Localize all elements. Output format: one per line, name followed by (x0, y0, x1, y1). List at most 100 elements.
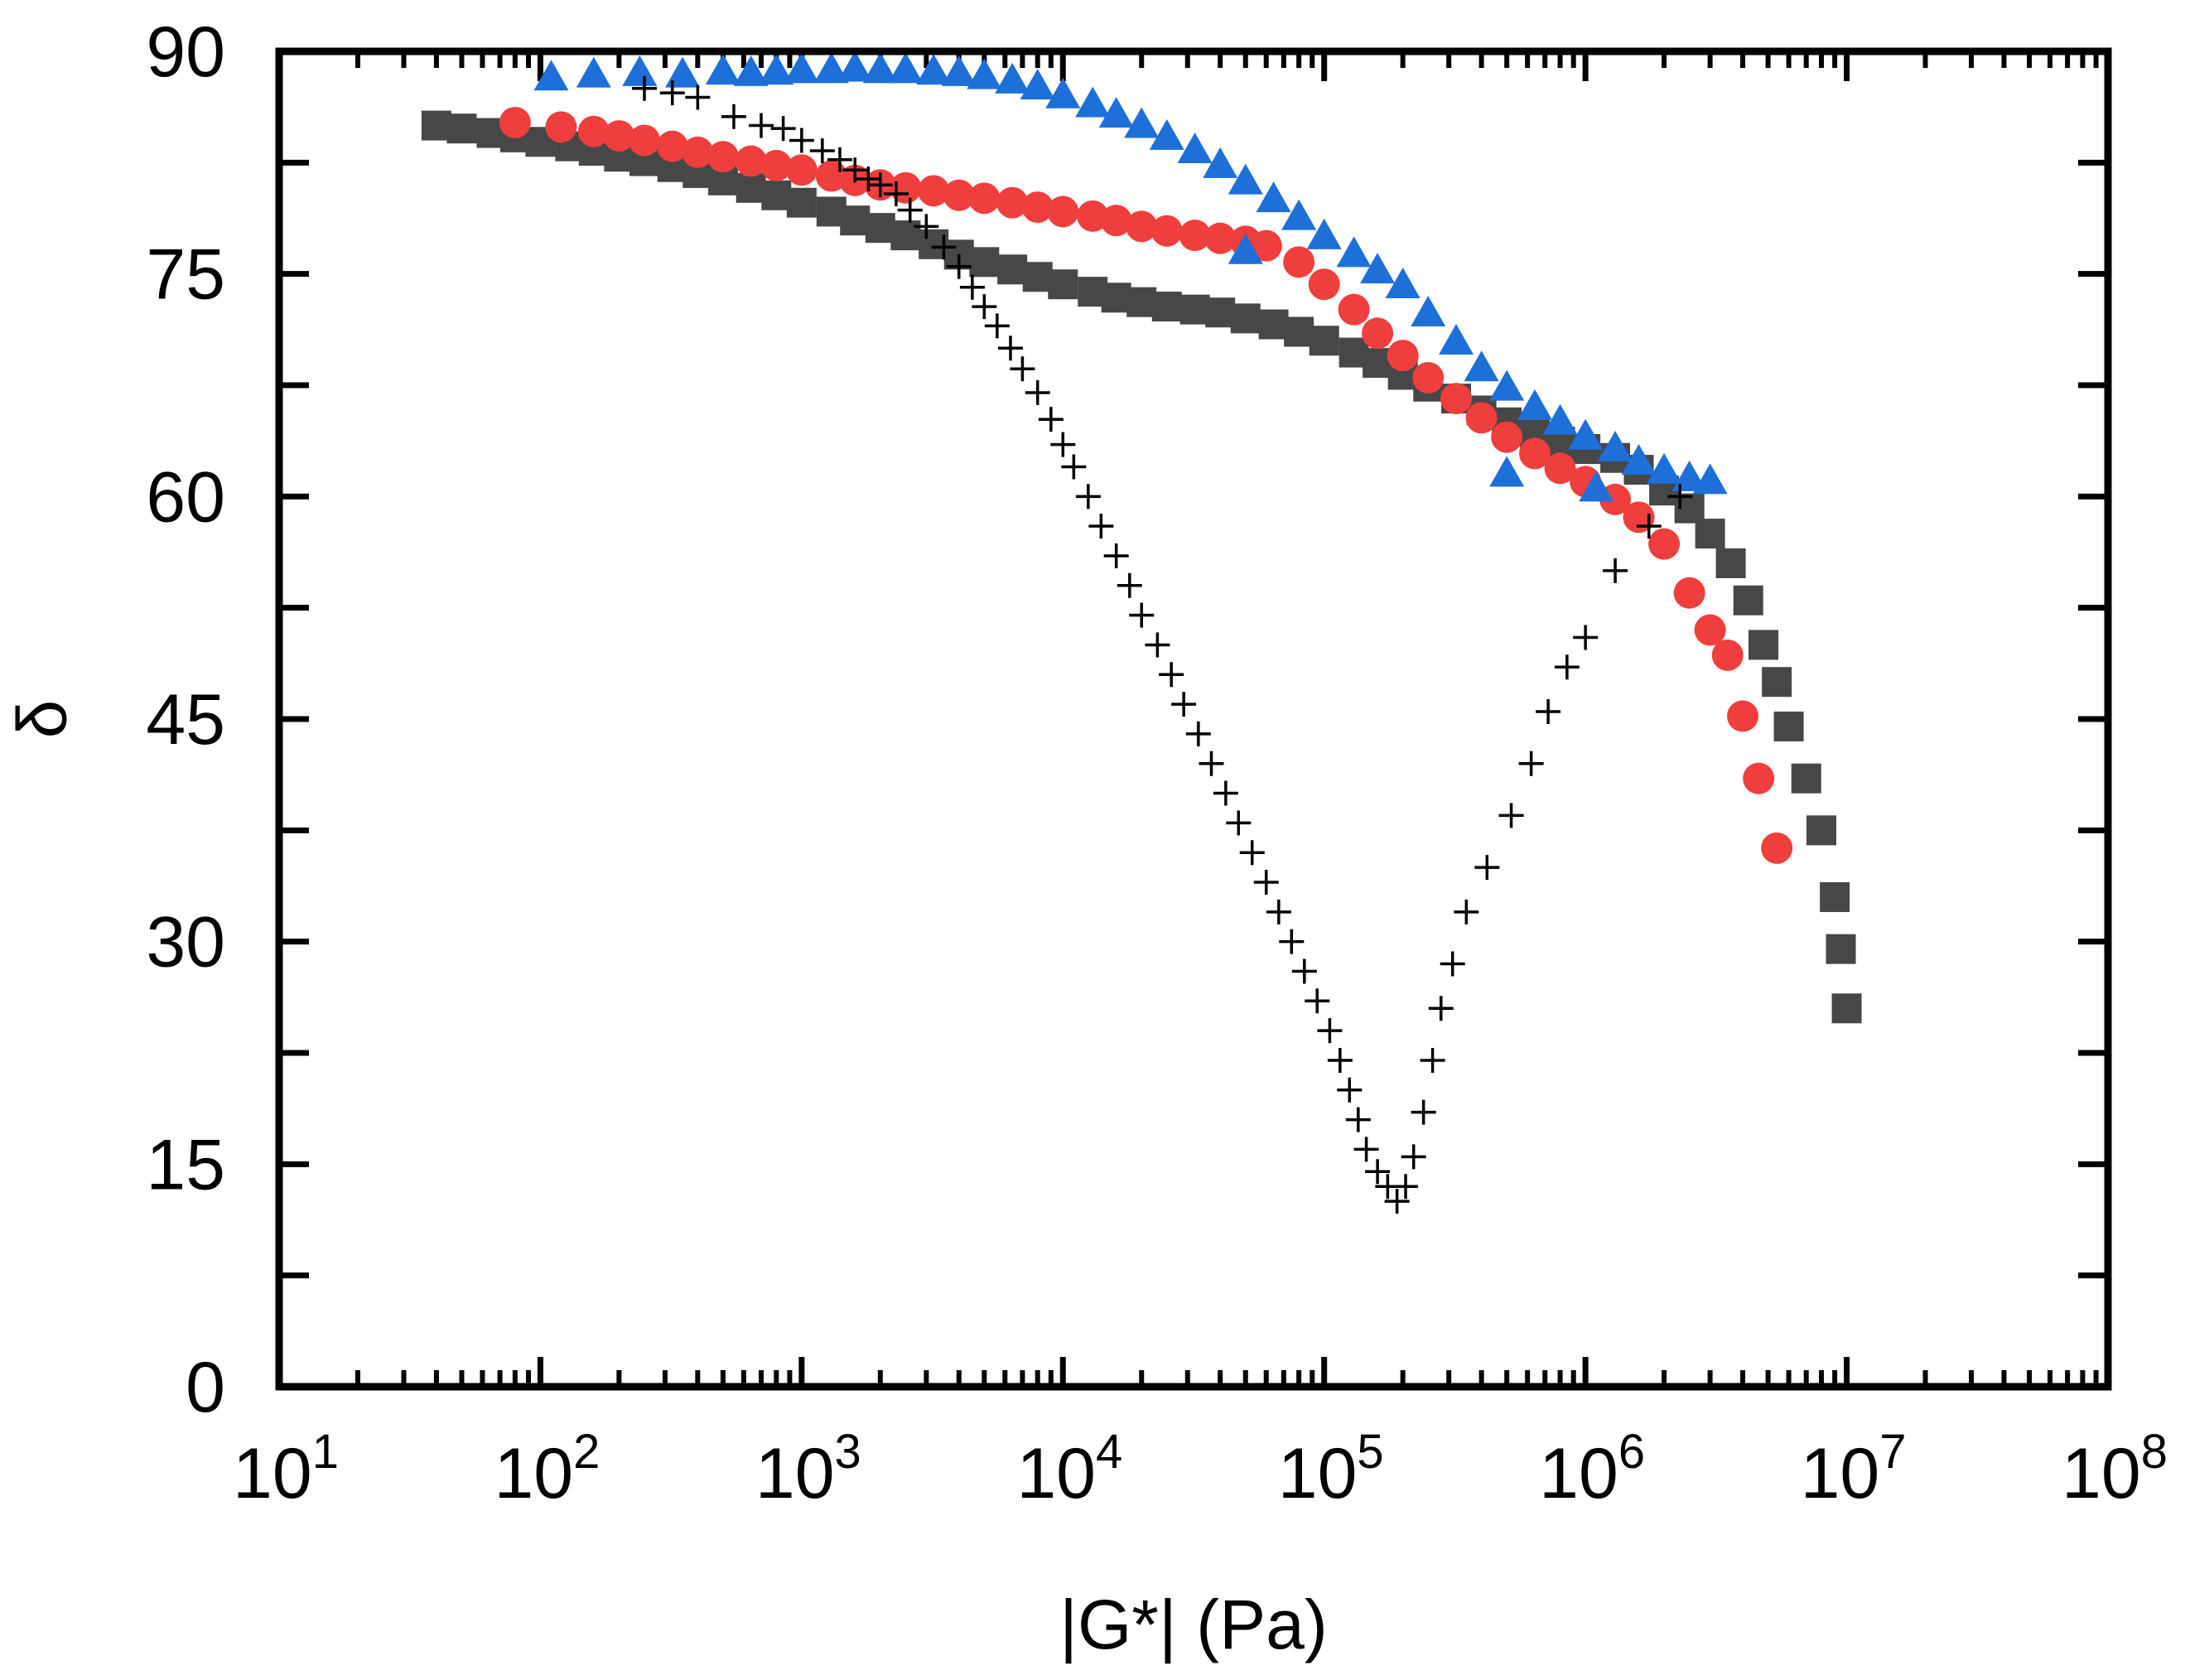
data-point-cross (1061, 454, 1087, 480)
data-point-cross (1305, 988, 1330, 1014)
data-point-circle (1338, 293, 1370, 326)
data-points (421, 51, 1862, 1214)
data-point-triangle (1489, 369, 1525, 401)
data-point-triangle (759, 54, 794, 85)
data-point-cross (1498, 803, 1524, 828)
data-point-cross (809, 138, 835, 164)
data-point-triangle (1360, 253, 1396, 284)
data-point-circle (707, 141, 739, 173)
data-point-cross (1038, 407, 1064, 432)
x-tick-label: 106 (1539, 1425, 1645, 1513)
data-point-cross (1411, 1099, 1436, 1125)
data-point-circle (1126, 210, 1158, 243)
data-point-square (1309, 326, 1339, 356)
data-point-cross (867, 172, 893, 198)
data-point-square (1022, 262, 1053, 292)
data-point-cross (1474, 855, 1500, 881)
data-point-cross (1159, 662, 1184, 688)
data-point-cross (1393, 1174, 1419, 1200)
data-point-circle (1694, 614, 1726, 646)
data-point-triangle (1489, 456, 1525, 487)
series-crosses (631, 75, 1693, 1214)
data-point-cross (1345, 1107, 1371, 1132)
data-point-triangle (665, 56, 701, 88)
data-point-cross (1117, 572, 1142, 598)
data-point-cross (770, 116, 796, 142)
data-point-square (890, 220, 921, 251)
data-point-triangle (1336, 236, 1372, 268)
data-point-cross (1317, 1018, 1343, 1044)
data-point-triangle (733, 55, 769, 86)
data-point-square (1791, 763, 1821, 794)
data-point-cross (1075, 484, 1101, 509)
data-point-triangle (533, 60, 569, 91)
data-point-square (1820, 881, 1850, 912)
data-point-cross (1279, 929, 1305, 954)
data-point-cross (748, 113, 774, 138)
data-point-circle (656, 130, 688, 162)
data-point-square (1179, 294, 1210, 325)
data-point-circle (890, 171, 922, 204)
data-point-circle (603, 120, 635, 152)
data-point-triangle (1203, 147, 1238, 178)
data-point-cross (914, 214, 939, 239)
data-point-circle (1387, 340, 1419, 372)
data-point-circle (1761, 832, 1793, 864)
data-point-triangle (1671, 460, 1707, 491)
data-point-cross (789, 128, 814, 153)
data-point-triangle (1692, 463, 1728, 495)
data-point-triangle (1385, 267, 1420, 298)
data-point-cross (1050, 432, 1076, 457)
data-point-square (1695, 519, 1725, 549)
data-point-cross (1129, 602, 1155, 628)
data-point-triangle (1306, 218, 1342, 249)
data-point-cross (984, 313, 1010, 339)
data-point-triangle (1647, 452, 1682, 484)
data-point-square (1126, 287, 1157, 317)
data-point-square (1151, 292, 1182, 322)
data-point-triangle (1621, 444, 1657, 476)
data-point-cross (1025, 379, 1050, 405)
data-point-circle (918, 175, 950, 207)
data-point-triangle (837, 51, 873, 82)
data-point-circle (1179, 220, 1211, 252)
data-point-cross (1266, 899, 1291, 924)
data-point-triangle (1020, 68, 1055, 99)
data-point-cross (1365, 1159, 1391, 1185)
plot-frame (275, 47, 2112, 1391)
data-point-circle (1544, 452, 1576, 485)
data-point-triangle (1568, 418, 1604, 450)
y-axis-label: δ (3, 700, 81, 739)
data-point-square (969, 247, 1000, 278)
data-point-square (1773, 711, 1804, 741)
data-point-circle (1648, 528, 1681, 560)
x-tick-label: 107 (1801, 1425, 1907, 1513)
data-point-square (1258, 309, 1289, 340)
data-point-circle (1673, 577, 1705, 609)
data-point-triangle (576, 56, 611, 88)
y-tick-label: 15 (146, 1125, 225, 1204)
data-point-square (1230, 303, 1261, 334)
data-point-square (1806, 815, 1837, 846)
data-point-square (736, 172, 766, 203)
y-tick-label: 45 (146, 680, 225, 760)
data-point-square (840, 205, 871, 236)
data-point-circle (499, 106, 531, 138)
data-point-circle (628, 124, 660, 157)
data-point-cross (1401, 1144, 1426, 1170)
data-point-circle (1727, 700, 1759, 732)
x-axis-label: |G*| (Pa) (1059, 1586, 1328, 1663)
data-point-cross (1554, 654, 1580, 680)
data-point-circle (1743, 762, 1775, 794)
data-point-square (1715, 548, 1746, 578)
data-point-triangle (1228, 233, 1263, 264)
data-point-cross (1636, 514, 1662, 539)
data-point-cross (1667, 484, 1693, 509)
data-point-cross (1428, 996, 1454, 1021)
data-point-circle (577, 115, 610, 147)
y-tick-label: 0 (186, 1348, 225, 1427)
data-point-cross (931, 234, 957, 260)
data-point-cross (972, 294, 997, 320)
x-tick-label: 108 (2062, 1425, 2168, 1513)
data-point-square (1826, 934, 1856, 964)
